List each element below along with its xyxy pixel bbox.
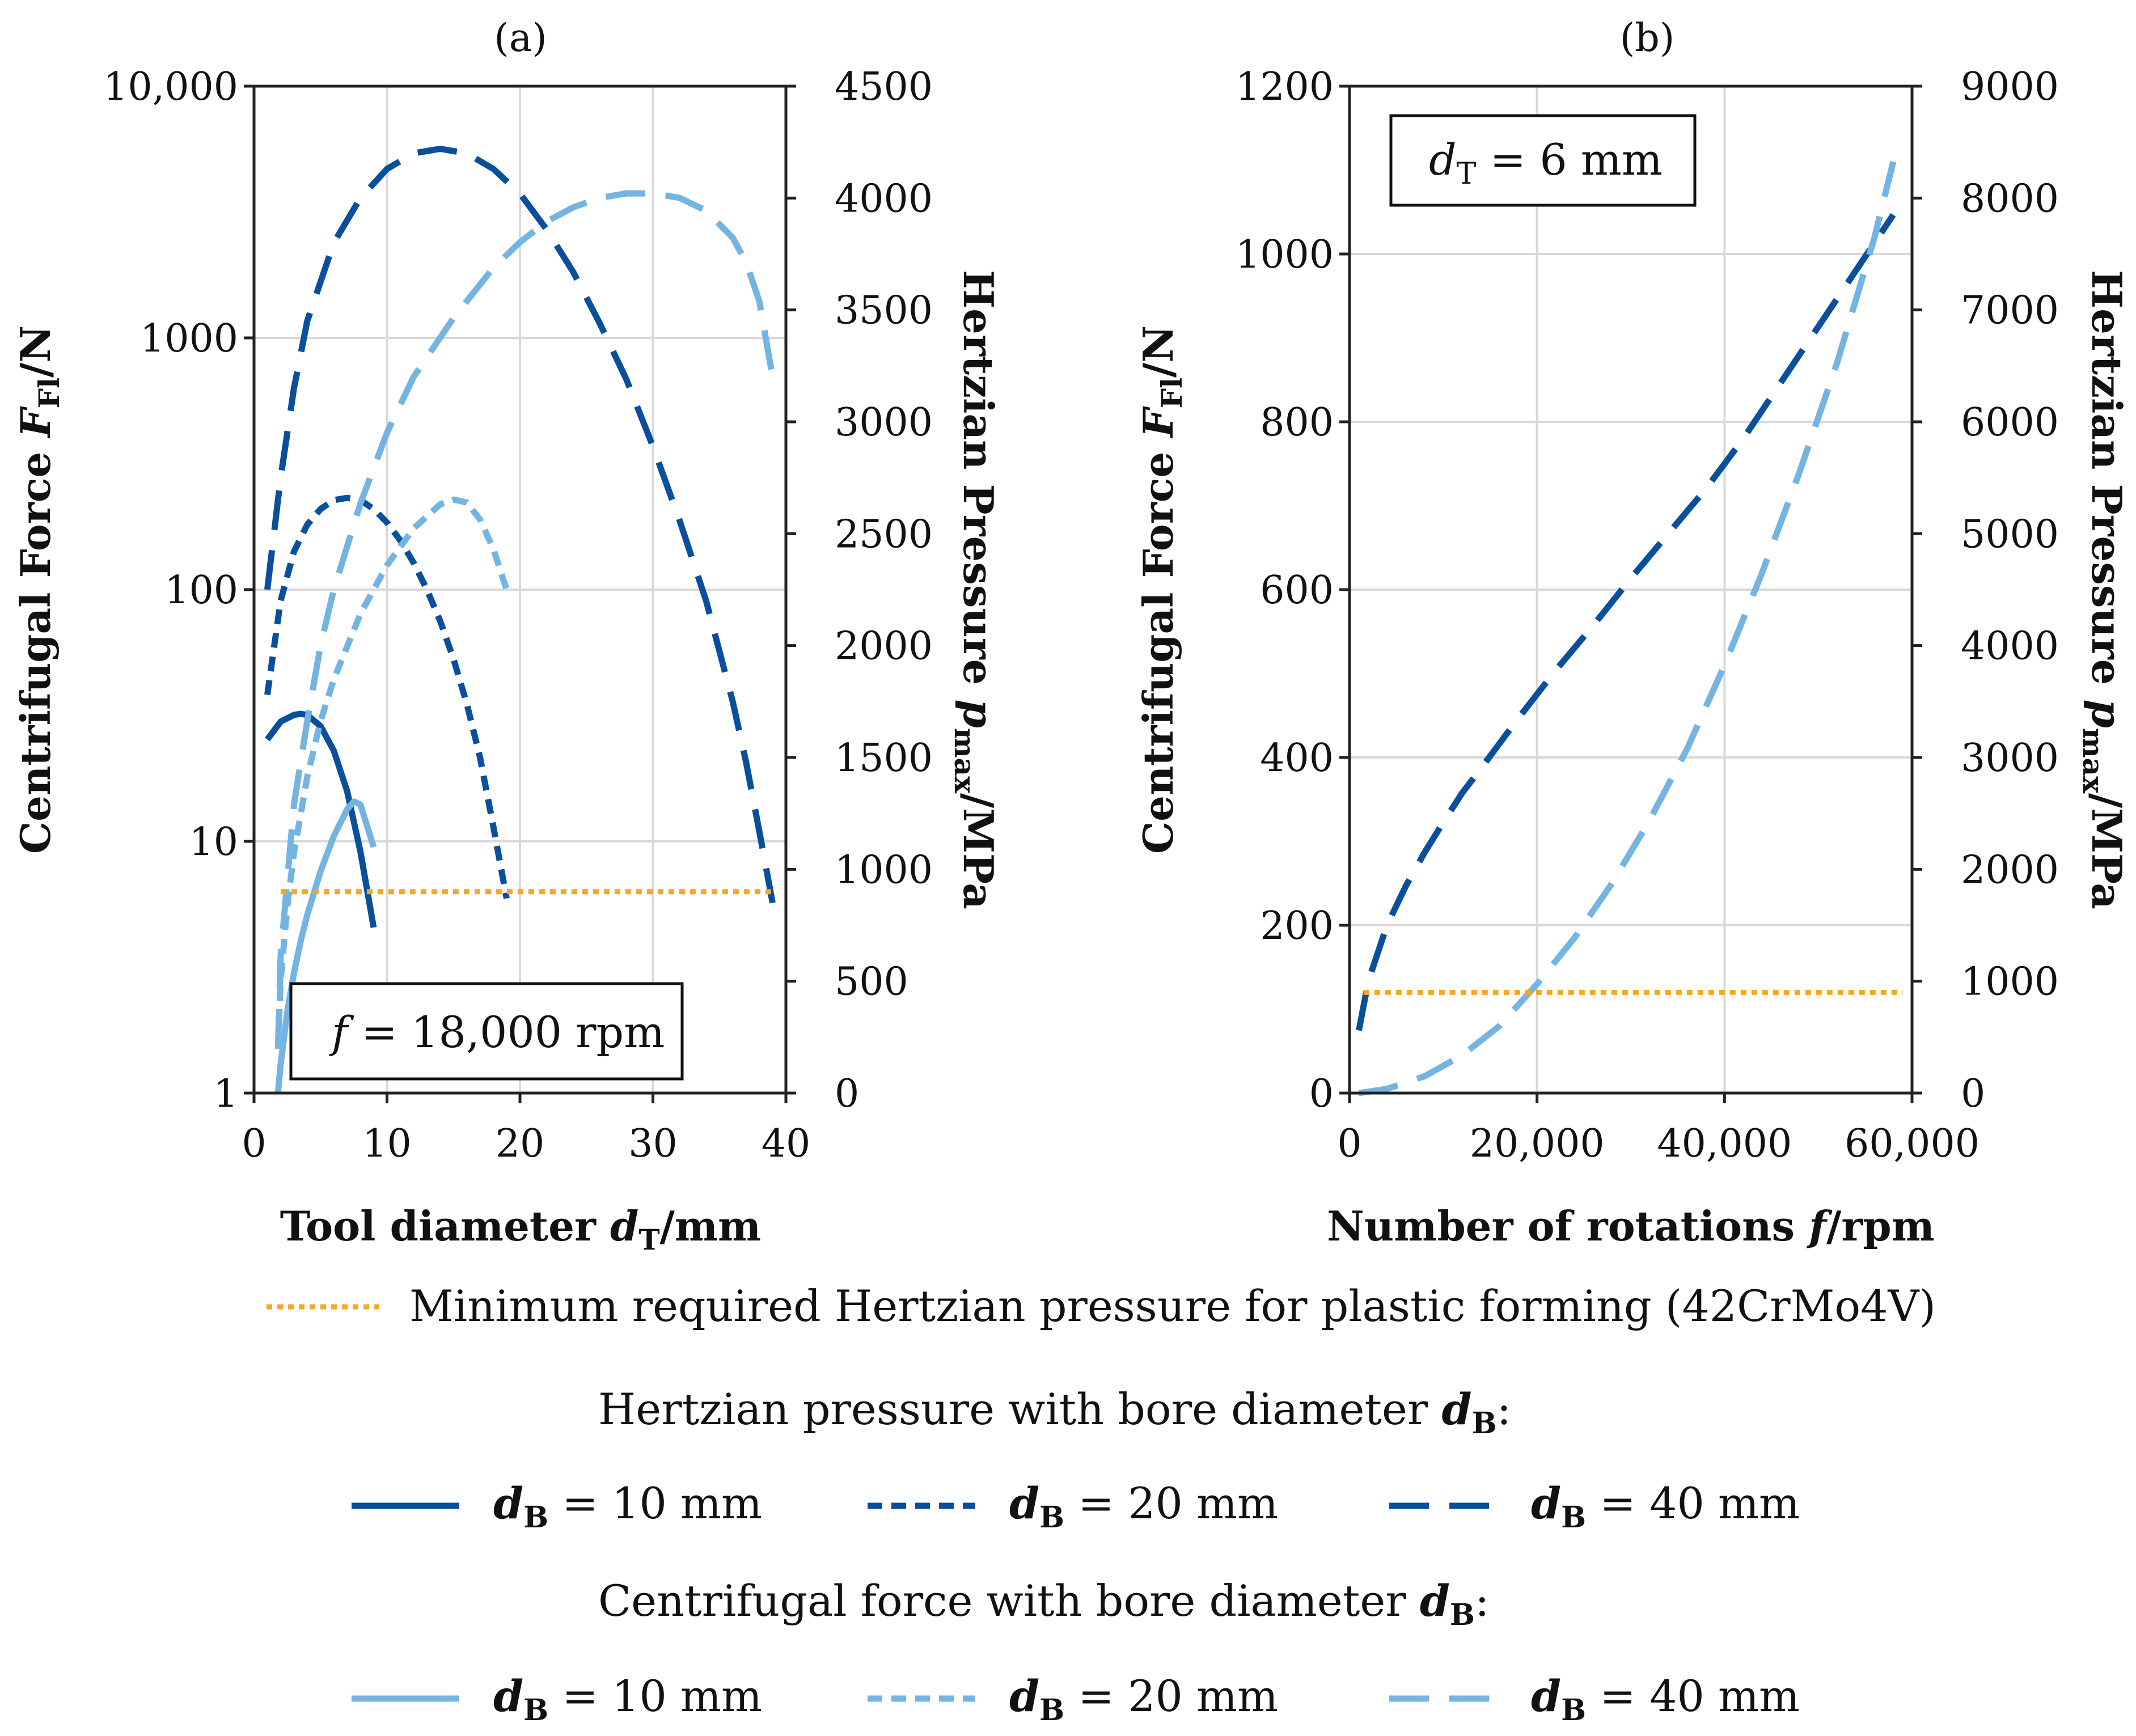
right-y-tick-label: 0 [1961, 1072, 1985, 1116]
panel-a-right-y-ticks: 0 500 1000 1500 2000 2500 3000 3500 4000 4500 [786, 65, 933, 1116]
right-y-tick-label: 6000 [1961, 400, 2059, 445]
panel-b-left-y-axis-label: Centrifugal Force FFl/N [1134, 325, 1188, 854]
left-y-tick-label: 1 [214, 1072, 238, 1116]
series-line-hertzian-20mm [264, 494, 510, 899]
left-y-tick-label: 10,000 [103, 65, 238, 109]
panel-b-annotation: dT = 6 mm [1389, 114, 1697, 207]
legend-label-minimum: Minimum required Hertzian pressure for p… [409, 1281, 1936, 1331]
legend-entry-label: dB = 10 mm [493, 1671, 762, 1727]
legend-entry-centrifugal-1: dB = 10 mm [352, 1671, 762, 1727]
legend-entry-centrifugal-2: dB = 20 mm [868, 1671, 1278, 1727]
right-y-tick-label: 1000 [835, 848, 933, 892]
legend-entry-hertzian-2: dB = 20 mm [868, 1478, 1278, 1535]
x-tick-label: 10 [362, 1121, 412, 1166]
right-y-tick-label: 4000 [835, 176, 933, 221]
left-y-tick-label: 1000 [1236, 232, 1334, 277]
panel-a-x-axis-label: Tool diameter dT/mm [280, 1202, 761, 1256]
legend-entry-hertzian-1: dB = 10 mm [352, 1478, 762, 1535]
panel-a-grid [254, 86, 786, 1093]
annotation-subscript: T [1457, 157, 1477, 191]
panel-b-right-y-ticks: 0 1000 2000 3000 4000 5000 6000 7000 8000 9000 [1912, 65, 2059, 1116]
series-line-centrifugal-40mm [274, 190, 776, 1049]
panel-b-left-y-ticks: 0 200 400 600 800 1000 1200 [1236, 65, 1350, 1116]
legend-centrifugal-entries: dB = 10 mm dB = 20 mm dB = 40 mm [352, 1671, 1800, 1727]
legend-entry-label: dB = 40 mm [1531, 1478, 1800, 1535]
left-y-tick-label: 1200 [1236, 65, 1334, 109]
legend-entry-label: dB = 10 mm [493, 1478, 762, 1535]
legend-entry-label: dB = 20 mm [1009, 1671, 1278, 1727]
right-y-tick-label: 0 [835, 1072, 859, 1116]
series-line-centrifugal-40mm [1358, 160, 1897, 1096]
left-y-tick-label: 100 [164, 568, 238, 613]
x-tick-label: 20 [496, 1121, 545, 1166]
panel-b-label: (b) [1620, 16, 1675, 61]
right-y-tick-label: 3500 [835, 289, 933, 333]
legend-entry-minimum: Minimum required Hertzian pressure for p… [267, 1281, 1936, 1331]
panel-a-series [264, 146, 776, 1094]
annotation-value: = 6 mm [1476, 134, 1663, 185]
panel-b-x-ticks: 0 20,000 40,000 60,000 [1337, 1093, 1979, 1166]
right-y-tick-label: 2500 [835, 512, 933, 557]
x-tick-label: 60,000 [1845, 1121, 1979, 1166]
left-y-tick-label: 1000 [140, 316, 238, 361]
panel-b-x-axis-label: Number of rotations f/rpm [1327, 1202, 1935, 1250]
panel-a-x-ticks: 0 10 20 30 40 [242, 1093, 810, 1166]
left-y-tick-label: 10 [189, 820, 238, 865]
x-tick-label: 40 [762, 1121, 811, 1166]
legend-entry-label: dB = 40 mm [1531, 1671, 1800, 1727]
svg-text:f = 18,000 rpm: f = 18,000 rpm [329, 1007, 665, 1057]
right-y-tick-label: 2000 [1961, 848, 2059, 892]
panel-b-series [1356, 160, 1903, 1096]
panel-b-right-y-axis-label: Hertzian Pressure pmax/MPa [2076, 270, 2131, 909]
left-y-tick-label: 800 [1260, 400, 1334, 445]
right-y-tick-label: 500 [835, 960, 908, 1005]
legend: Minimum required Hertzian pressure for p… [267, 1281, 1936, 1727]
right-y-tick-label: 8000 [1961, 176, 2059, 221]
annotation-variable: d [1429, 134, 1457, 185]
left-y-tick-label: 0 [1309, 1072, 1334, 1116]
legend-entry-label: dB = 20 mm [1009, 1478, 1278, 1535]
series-line-centrifugal-20mm [274, 496, 510, 1049]
legend-entry-centrifugal-3: dB = 40 mm [1389, 1671, 1800, 1727]
panel-b-grid [1350, 86, 1912, 1093]
annotation-value: = 18,000 rpm [348, 1007, 665, 1057]
right-y-tick-label: 2000 [835, 624, 933, 669]
panel-a-left-y-ticks: 1 10 100 1000 10,000 [103, 65, 254, 1116]
legend-entry-hertzian-3: dB = 40 mm [1389, 1478, 1800, 1535]
x-tick-label: 30 [628, 1121, 678, 1166]
right-y-tick-label: 3000 [1961, 736, 2059, 781]
legend-heading-centrifugal: Centrifugal force with bore diameter dB: [598, 1576, 1490, 1632]
panel-a-label: (a) [494, 16, 547, 61]
left-y-tick-label: 400 [1260, 736, 1334, 781]
panel-a-annotation: f = 18,000 rpm [289, 982, 684, 1081]
legend-heading-hertzian: Hertzian pressure with bore diameter dB: [598, 1384, 1511, 1441]
left-y-tick-label: 600 [1260, 568, 1334, 613]
panel-a-left-y-axis-label: Centrifugal Force FFl/N [11, 325, 66, 854]
x-tick-label: 0 [1337, 1121, 1361, 1166]
right-y-tick-label: 4500 [835, 65, 933, 109]
right-y-tick-label: 7000 [1961, 289, 2059, 333]
right-y-tick-label: 1000 [1961, 960, 2059, 1005]
right-y-tick-label: 1500 [835, 736, 933, 781]
x-tick-label: 20,000 [1470, 1121, 1605, 1166]
left-y-tick-label: 200 [1260, 904, 1334, 949]
svg-text:dT = 6 mm: dT = 6 mm [1429, 134, 1663, 191]
right-y-tick-label: 3000 [835, 400, 933, 445]
right-y-tick-label: 5000 [1961, 512, 2059, 557]
panel-b: (b) 0 20,000 40,000 60,000 0 200 400 600 800 100… [1134, 16, 2131, 1250]
legend-hertzian-entries: dB = 10 mm dB = 20 mm dB = 40 mm [352, 1478, 1800, 1535]
right-y-tick-label: 9000 [1961, 65, 2059, 109]
x-tick-label: 40,000 [1657, 1121, 1792, 1166]
series-line-hertzian-40mm [264, 146, 776, 904]
x-tick-label: 0 [242, 1121, 266, 1166]
series-line-hertzian-10mm [264, 710, 377, 928]
panel-a-right-y-axis-label: Hertzian Pressure pmax/MPa [948, 270, 1003, 909]
right-y-tick-label: 4000 [1961, 624, 2059, 669]
series-line-hertzian-40mm [1356, 213, 1896, 1031]
